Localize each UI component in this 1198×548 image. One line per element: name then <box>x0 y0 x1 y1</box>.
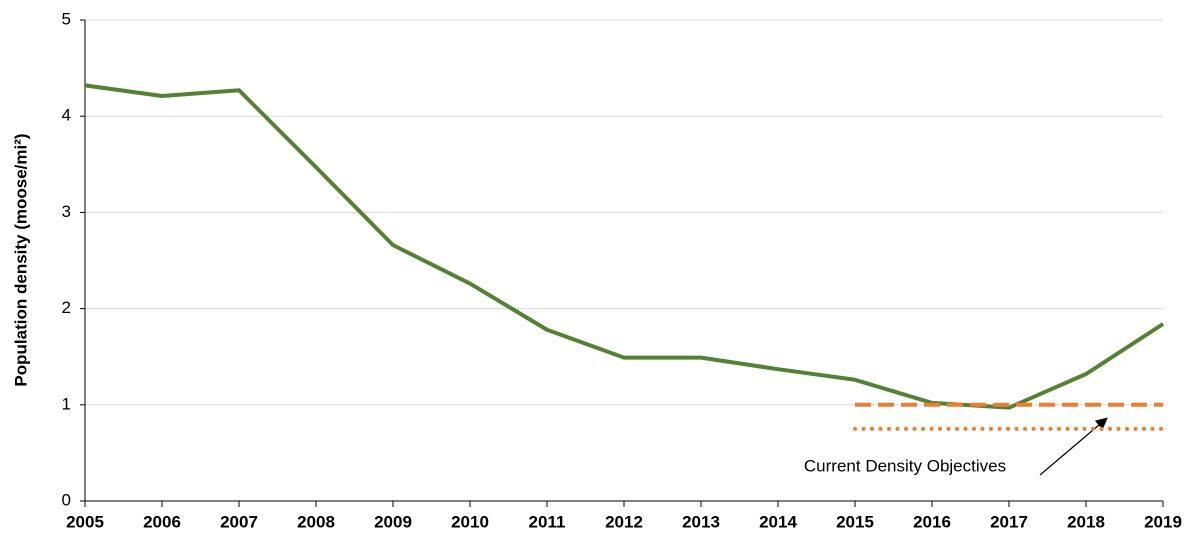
x-tick-label: 2015 <box>836 512 874 531</box>
x-tick-label: 2019 <box>1144 512 1182 531</box>
x-tick-label: 2014 <box>759 512 797 531</box>
x-tick-label: 2010 <box>451 512 489 531</box>
x-tick-label: 2011 <box>529 512 566 531</box>
x-tick-label: 2008 <box>297 512 335 531</box>
x-tick-label: 2012 <box>605 512 643 531</box>
x-tick-label: 2016 <box>913 512 951 531</box>
x-tick-label: 2013 <box>682 512 720 531</box>
annotation-arrow <box>1039 417 1108 476</box>
x-tick-label: 2018 <box>1067 512 1105 531</box>
y-tick-label: 3 <box>62 202 71 221</box>
annotation: Current Density Objectives <box>804 456 1006 475</box>
y-tick-label: 1 <box>62 394 71 413</box>
x-tick-label: 2005 <box>66 512 104 531</box>
x-tick-label: 2007 <box>220 512 258 531</box>
x-tick-label: 2006 <box>143 512 181 531</box>
x-tick-label: 2009 <box>374 512 412 531</box>
y-tick-label: 2 <box>62 298 71 317</box>
y-tick-label: 0 <box>62 490 71 509</box>
y-tick-label: 4 <box>62 106 71 125</box>
y-axis-label: Population density (moose/mi²) <box>11 133 30 386</box>
line <box>84 83 1165 410</box>
y-tick-label: 5 <box>62 9 71 28</box>
x-tick-label: 2017 <box>990 512 1028 531</box>
